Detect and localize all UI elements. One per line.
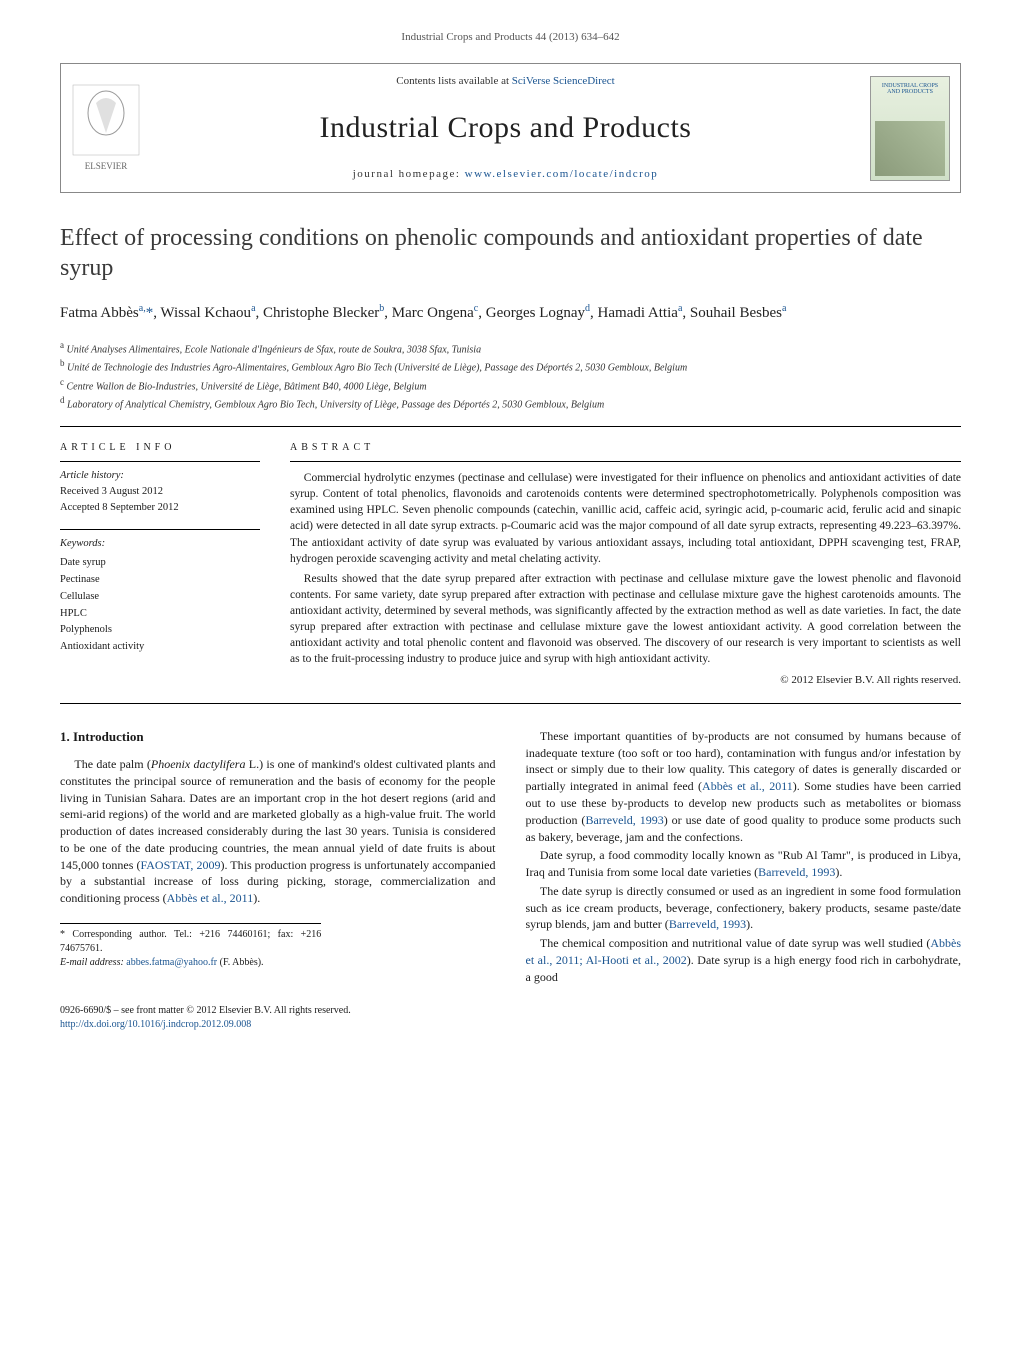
keyword: Polyphenols: [60, 622, 260, 639]
sciencedirect-link[interactable]: SciVerse ScienceDirect: [512, 75, 615, 87]
contents-available: Contents lists available at SciVerse Sci…: [396, 74, 614, 89]
body-p2: These important quantities of by-product…: [526, 728, 962, 846]
body-p5: The chemical composition and nutritional…: [526, 935, 962, 985]
keywords-list: Date syrupPectinaseCellulaseHPLCPolyphen…: [60, 555, 260, 656]
elsevier-logo: ELSEVIER: [61, 64, 151, 192]
keyword: Cellulase: [60, 589, 260, 606]
cover-image: [875, 121, 945, 176]
accepted-date: Accepted 8 September 2012: [60, 500, 260, 516]
corresponding-footnote: * Corresponding author. Tel.: +216 74460…: [60, 923, 321, 970]
contents-prefix: Contents lists available at: [396, 75, 511, 87]
affiliation: d Laboratory of Analytical Chemistry, Ge…: [60, 394, 961, 412]
email-label: E-mail address:: [60, 957, 126, 968]
ref-barreveld-1993b[interactable]: Barreveld, 1993: [758, 865, 835, 879]
intro-heading: 1. Introduction: [60, 728, 496, 746]
cover-title: INDUSTRIAL CROPS AND PRODUCTS: [875, 83, 945, 96]
journal-homepage: journal homepage: www.elsevier.com/locat…: [353, 167, 659, 182]
running-head: Industrial Crops and Products 44 (2013) …: [60, 30, 961, 45]
article-info-label: ARTICLE INFO: [60, 441, 260, 462]
received-date: Received 3 August 2012: [60, 484, 260, 500]
ref-abbes-2011b[interactable]: Abbès et al., 2011: [702, 779, 793, 793]
homepage-link[interactable]: www.elsevier.com/locate/indcrop: [465, 168, 659, 180]
article-info: ARTICLE INFO Article history: Received 3…: [60, 441, 260, 689]
divider: [60, 703, 961, 704]
body-columns: 1. Introduction The date palm (Phoenix d…: [60, 728, 961, 986]
email-suffix: (F. Abbès).: [217, 957, 263, 968]
keyword: Antioxidant activity: [60, 639, 260, 656]
ref-abbes-2011[interactable]: Abbès et al., 2011: [167, 891, 254, 905]
history-label: Article history:: [60, 468, 260, 484]
abstract-label: ABSTRACT: [290, 441, 961, 462]
doi-link[interactable]: http://dx.doi.org/10.1016/j.indcrop.2012…: [60, 1019, 251, 1030]
abstract: ABSTRACT Commercial hydrolytic enzymes (…: [290, 441, 961, 689]
ref-barreveld-1993c[interactable]: Barreveld, 1993: [669, 917, 746, 931]
affiliations: a Unité Analyses Alimentaires, Ecole Nat…: [60, 339, 961, 412]
svg-text:ELSEVIER: ELSEVIER: [85, 161, 128, 171]
corr-email-link[interactable]: abbes.fatma@yahoo.fr: [126, 957, 217, 968]
ref-barreveld-1993[interactable]: Barreveld, 1993: [585, 813, 663, 827]
body-p4: The date syrup is directly consumed or u…: [526, 883, 962, 933]
authors: Fatma Abbèsa,*, Wissal Kchaoua, Christop…: [60, 301, 961, 325]
copyright: © 2012 Elsevier B.V. All rights reserved…: [290, 673, 961, 688]
journal-name: Industrial Crops and Products: [320, 107, 692, 149]
affiliation: c Centre Wallon de Bio-Industries, Unive…: [60, 376, 961, 394]
keyword: HPLC: [60, 606, 260, 623]
ref-faostat-2009[interactable]: FAOSTAT, 2009: [140, 858, 220, 872]
keyword: Pectinase: [60, 572, 260, 589]
keyword: Date syrup: [60, 555, 260, 572]
header-center: Contents lists available at SciVerse Sci…: [151, 64, 860, 192]
article-title: Effect of processing conditions on pheno…: [60, 223, 961, 283]
keywords-label: Keywords:: [60, 536, 260, 553]
corr-author-line: * Corresponding author. Tel.: +216 74460…: [60, 928, 321, 956]
front-matter-line: 0926-6690/$ – see front matter © 2012 El…: [60, 1004, 961, 1018]
journal-header: ELSEVIER Contents lists available at Sci…: [60, 63, 961, 193]
affiliation: a Unité Analyses Alimentaires, Ecole Nat…: [60, 339, 961, 357]
journal-cover: INDUSTRIAL CROPS AND PRODUCTS: [860, 64, 960, 192]
divider: [60, 426, 961, 427]
body-p3: Date syrup, a food commodity locally kno…: [526, 847, 962, 881]
homepage-prefix: journal homepage:: [353, 168, 465, 180]
footer-meta: 0926-6690/$ – see front matter © 2012 El…: [60, 1004, 961, 1032]
affiliation: b Unité de Technologie des Industries Ag…: [60, 357, 961, 375]
abstract-p1: Commercial hydrolytic enzymes (pectinase…: [290, 470, 961, 567]
abstract-p2: Results showed that the date syrup prepa…: [290, 571, 961, 668]
body-p1: The date palm (Phoenix dactylifera L.) i…: [60, 756, 496, 907]
